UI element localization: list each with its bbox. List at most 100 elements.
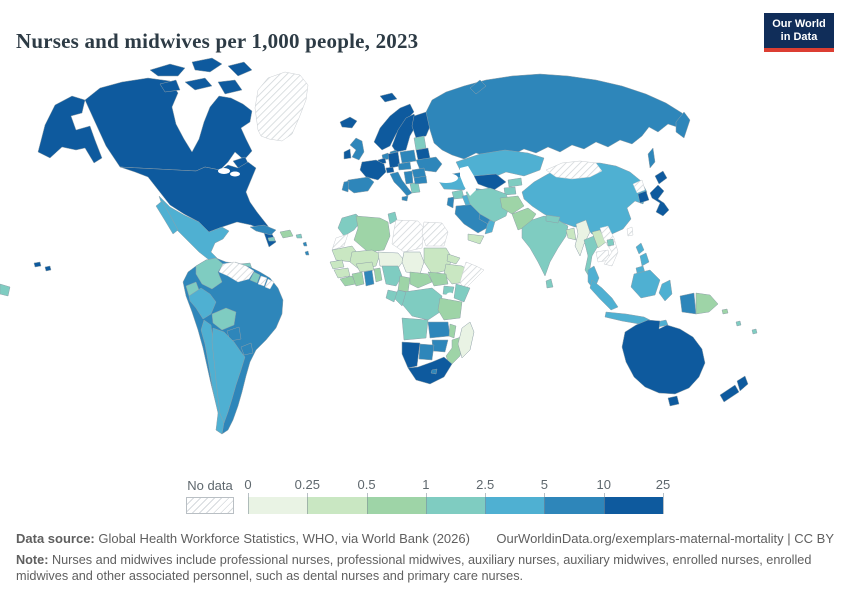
country-indonesia-sumatra[interactable] [589, 279, 619, 311]
country-iceland[interactable] [339, 116, 358, 129]
country-pacific-islands[interactable] [0, 283, 11, 297]
country-hawaii[interactable] [33, 261, 52, 272]
country-afghanistan[interactable] [499, 195, 525, 215]
country-greenland[interactable] [254, 71, 309, 142]
legend-no-data-swatch[interactable] [186, 497, 234, 514]
country-israel-jordan[interactable] [446, 196, 455, 209]
country-kenya[interactable] [453, 283, 471, 303]
country-colombia[interactable] [195, 257, 224, 290]
country-drc[interactable] [401, 287, 443, 321]
country-canada-arctic[interactable] [149, 57, 253, 95]
country-lesser-antilles[interactable] [302, 241, 310, 256]
country-vanuatu[interactable] [735, 320, 742, 327]
country-nigeria[interactable] [381, 265, 403, 287]
country-myanmar[interactable] [574, 219, 591, 257]
country-zimbabwe[interactable] [431, 339, 449, 353]
country-uk[interactable] [349, 137, 365, 161]
country-jamaica[interactable] [267, 236, 276, 242]
country-baltics[interactable] [413, 135, 427, 151]
country-central-african-republic[interactable] [409, 271, 433, 289]
country-uruguay[interactable] [240, 342, 254, 356]
country-gabon[interactable] [385, 289, 398, 303]
country-uganda[interactable] [442, 285, 455, 296]
country-spain[interactable] [345, 176, 375, 194]
legend-segment-4[interactable] [485, 497, 545, 514]
country-portugal[interactable] [341, 180, 350, 193]
country-tanzania[interactable] [437, 297, 463, 321]
country-turkey[interactable] [437, 176, 473, 191]
legend-segment-0[interactable] [248, 497, 308, 514]
country-italy-sicily[interactable] [401, 195, 409, 202]
country-mexico[interactable] [158, 195, 230, 271]
country-somalia[interactable] [459, 261, 485, 291]
country-guyana[interactable] [249, 271, 261, 284]
owid-logo[interactable]: Our World in Data [764, 13, 834, 52]
country-japan[interactable] [649, 170, 670, 217]
owid-citation-link[interactable]: OurWorldinData.org/exemplars-maternal-mo… [496, 531, 834, 546]
country-france[interactable] [359, 159, 387, 181]
country-puerto-rico[interactable] [295, 233, 303, 239]
country-north-korea[interactable] [632, 179, 646, 194]
country-balkans[interactable] [403, 170, 414, 185]
country-svalbard[interactable] [379, 92, 398, 103]
country-niger[interactable] [377, 251, 405, 269]
country-india[interactable] [521, 215, 569, 277]
country-bulgaria[interactable] [413, 175, 428, 185]
country-south-korea[interactable] [637, 190, 650, 204]
country-morocco[interactable] [337, 213, 363, 237]
country-russia-kamchatka[interactable] [675, 111, 691, 139]
country-kyrgyzstan[interactable] [507, 177, 523, 188]
country-senegal[interactable] [329, 259, 345, 270]
country-mexico-baja[interactable] [155, 200, 179, 235]
country-bangladesh[interactable] [565, 227, 577, 241]
legend-segment-6[interactable] [603, 497, 663, 514]
country-western-sahara[interactable] [331, 233, 349, 251]
country-fiji[interactable] [751, 328, 758, 335]
country-alaska[interactable] [37, 95, 103, 164]
country-malawi[interactable] [448, 323, 457, 339]
country-solomon-islands[interactable] [721, 308, 729, 315]
country-cuba[interactable] [249, 224, 277, 236]
country-zambia[interactable] [427, 321, 451, 339]
legend-segment-2[interactable] [366, 497, 426, 514]
country-venezuela[interactable] [218, 261, 255, 283]
country-iran[interactable] [465, 187, 511, 223]
country-nepal[interactable] [545, 214, 561, 224]
legend-segment-5[interactable] [544, 497, 604, 514]
country-south-sudan[interactable] [427, 271, 449, 287]
country-usa[interactable] [119, 161, 277, 248]
country-angola[interactable] [401, 317, 429, 341]
country-tajikistan[interactable] [503, 186, 517, 196]
country-cameroon[interactable] [397, 275, 411, 293]
country-egypt[interactable] [421, 221, 449, 247]
country-libya[interactable] [391, 219, 425, 253]
country-russia-sakhalin[interactable] [647, 147, 656, 169]
country-russia[interactable] [425, 73, 690, 160]
country-ivory-coast[interactable] [351, 271, 365, 287]
country-yemen[interactable] [467, 233, 485, 245]
country-suriname[interactable] [257, 275, 268, 287]
country-indonesia-sulawesi[interactable] [658, 279, 673, 302]
country-peru[interactable] [188, 287, 217, 320]
country-indonesia-papua[interactable] [679, 292, 697, 315]
country-madagascar[interactable] [457, 321, 475, 359]
country-austria-czechia[interactable] [397, 161, 412, 171]
country-namibia[interactable] [401, 341, 421, 369]
country-hainan[interactable] [606, 238, 615, 247]
legend-segment-3[interactable] [425, 497, 486, 514]
country-chad[interactable] [401, 251, 425, 275]
country-papua-new-guinea[interactable] [695, 292, 719, 315]
country-uzbekistan[interactable] [473, 173, 507, 191]
country-russia-novaya-zemlya[interactable] [469, 79, 487, 95]
legend-segment-1[interactable] [307, 497, 367, 514]
country-french-guiana[interactable] [264, 278, 275, 290]
country-lesotho[interactable] [430, 368, 438, 375]
country-australia-tasmania[interactable] [667, 395, 680, 407]
country-bolivia[interactable] [211, 307, 237, 331]
country-togo-benin[interactable] [373, 267, 383, 283]
country-hispaniola[interactable] [279, 229, 294, 239]
country-botswana[interactable] [418, 343, 435, 361]
country-guinea[interactable] [333, 267, 351, 279]
country-ireland[interactable] [343, 148, 352, 160]
country-borneo[interactable] [630, 269, 661, 299]
